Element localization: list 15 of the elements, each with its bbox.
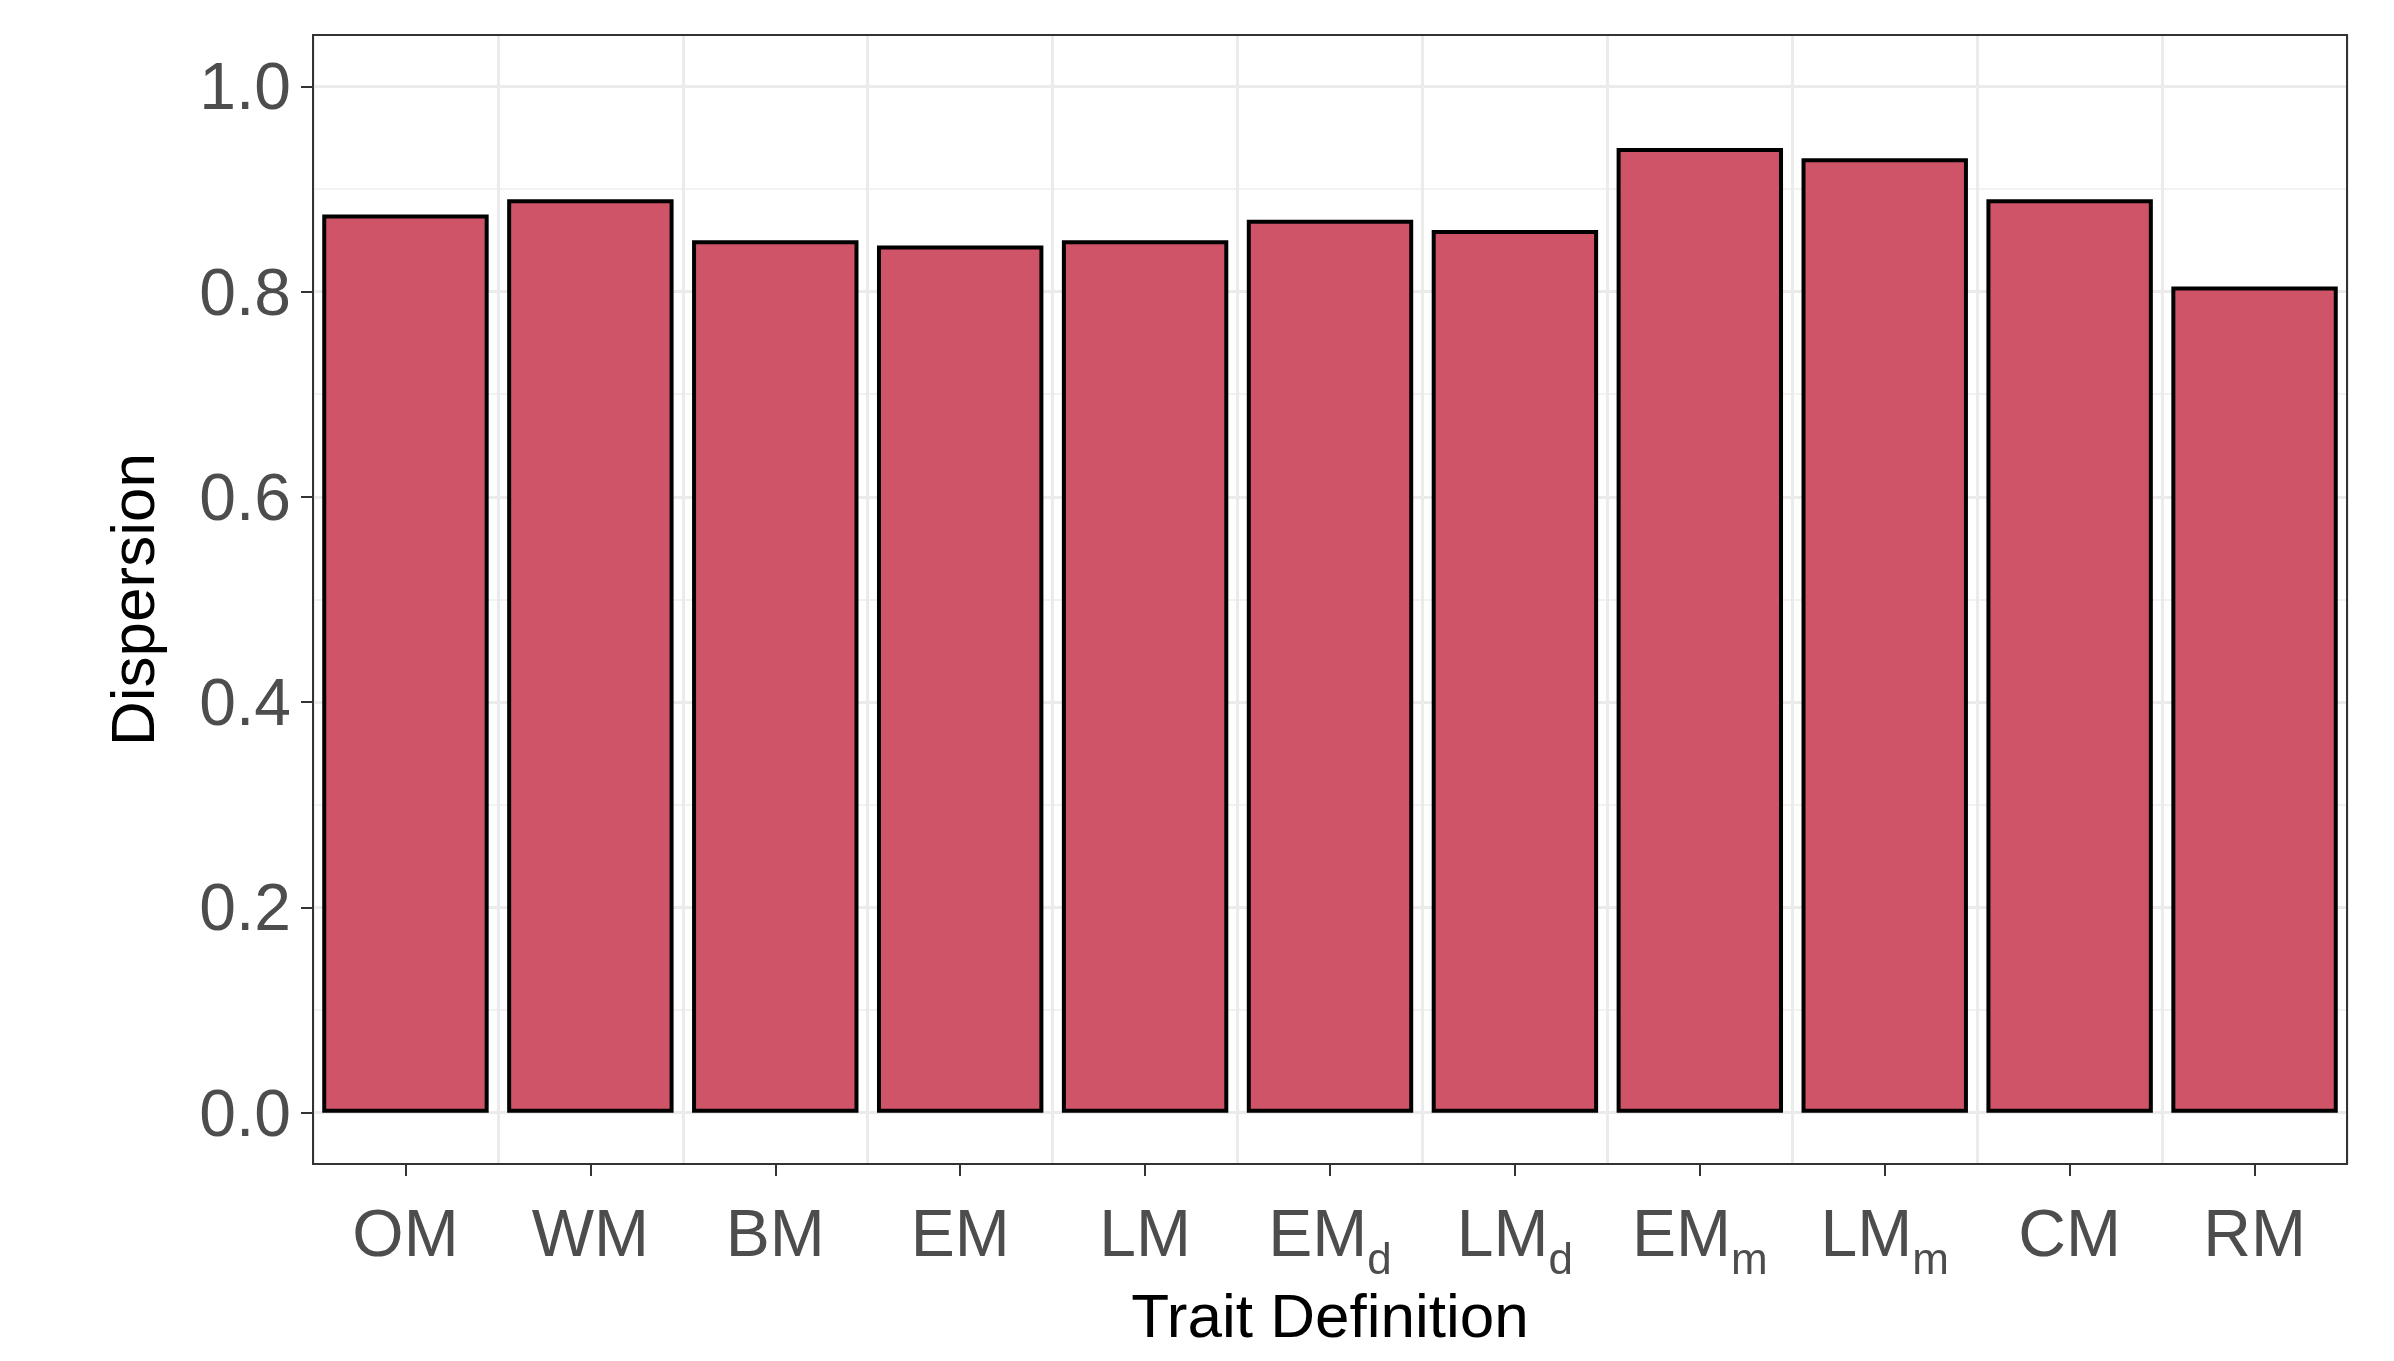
x-tick-label: BM (725, 1196, 825, 1270)
x-tick-label: RM (2203, 1196, 2306, 1270)
y-tick-label: 0.8 (199, 254, 291, 329)
x-tick-label: WM (531, 1196, 649, 1270)
y-tick-label: 1.0 (199, 49, 291, 124)
y-tick-label: 0.0 (199, 1075, 291, 1150)
x-tick-label: EM (910, 1196, 1010, 1270)
y-tick-label: 0.2 (199, 870, 291, 945)
y-axis-title: Dispersion (97, 453, 167, 746)
x-tick-label: OM (352, 1196, 459, 1270)
x-axis-title: Trait Definition (1131, 1281, 1529, 1351)
y-tick-label: 0.6 (199, 459, 291, 534)
y-tick-label: 0.4 (199, 665, 291, 740)
x-tick-label: CM (2018, 1196, 2121, 1270)
x-tick-label: LM (1099, 1196, 1191, 1270)
